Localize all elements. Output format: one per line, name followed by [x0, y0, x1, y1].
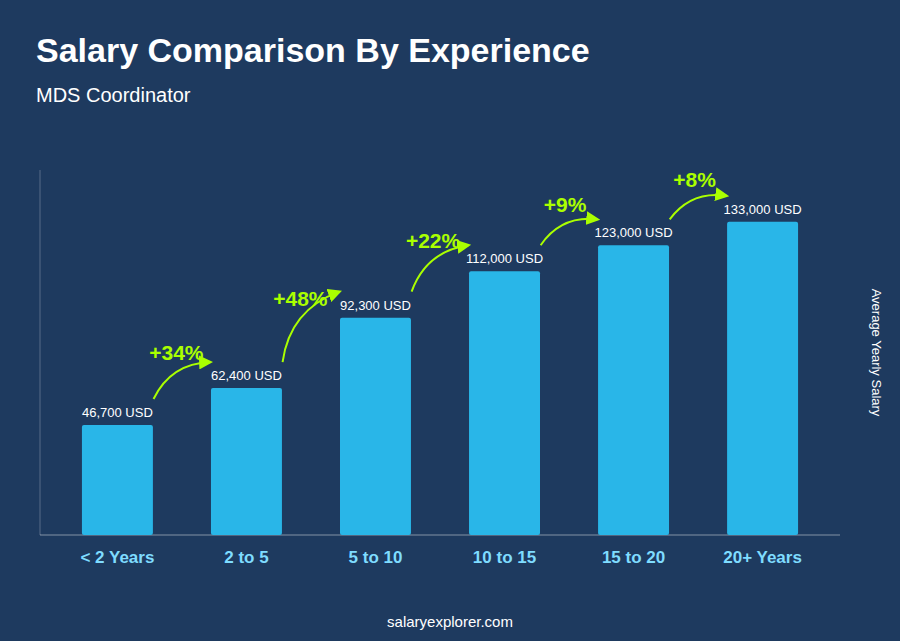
category-label: 20+ Years [723, 548, 802, 567]
data-label: 112,000 USD [466, 251, 543, 266]
category-label: 10 to 15 [473, 548, 536, 567]
bars [82, 222, 798, 535]
change-label: +9% [544, 193, 587, 216]
change-label: +8% [673, 168, 716, 191]
bar [598, 245, 669, 535]
bar [727, 222, 798, 535]
bar [82, 425, 153, 535]
background [0, 0, 900, 641]
bar [340, 318, 411, 535]
category-label: < 2 Years [80, 548, 154, 567]
title: Salary Comparison By Experience [36, 31, 590, 69]
data-label: 123,000 USD [595, 225, 673, 240]
change-label: +48% [273, 287, 328, 310]
change-arrow [412, 245, 469, 291]
category-label: 2 to 5 [224, 548, 268, 567]
footer: salaryexplorer.com [387, 613, 513, 630]
change-arrow [541, 219, 598, 245]
data-label: 46,700 USD [82, 405, 153, 420]
baseline [40, 535, 840, 536]
data-label: 92,300 USD [340, 298, 411, 313]
subtitle: MDS Coordinator [36, 84, 191, 106]
category-label: 5 to 10 [349, 548, 403, 567]
chart: Salary Comparison By Experience MDS Coord… [0, 0, 900, 641]
change-arrow [154, 362, 211, 399]
bar [469, 271, 540, 535]
data-label: 133,000 USD [724, 202, 802, 217]
bar [211, 388, 282, 535]
change-label: +22% [406, 229, 461, 252]
change-arrow [670, 195, 727, 219]
y-axis-label: Average Yearly Salary [869, 289, 884, 417]
chart-container: Salary Comparison By Experience MDS Coord… [0, 0, 900, 641]
change-label: +34% [149, 341, 204, 364]
data-label: 62,400 USD [211, 368, 282, 383]
y-axis-line [40, 170, 41, 535]
category-label: 15 to 20 [602, 548, 665, 567]
